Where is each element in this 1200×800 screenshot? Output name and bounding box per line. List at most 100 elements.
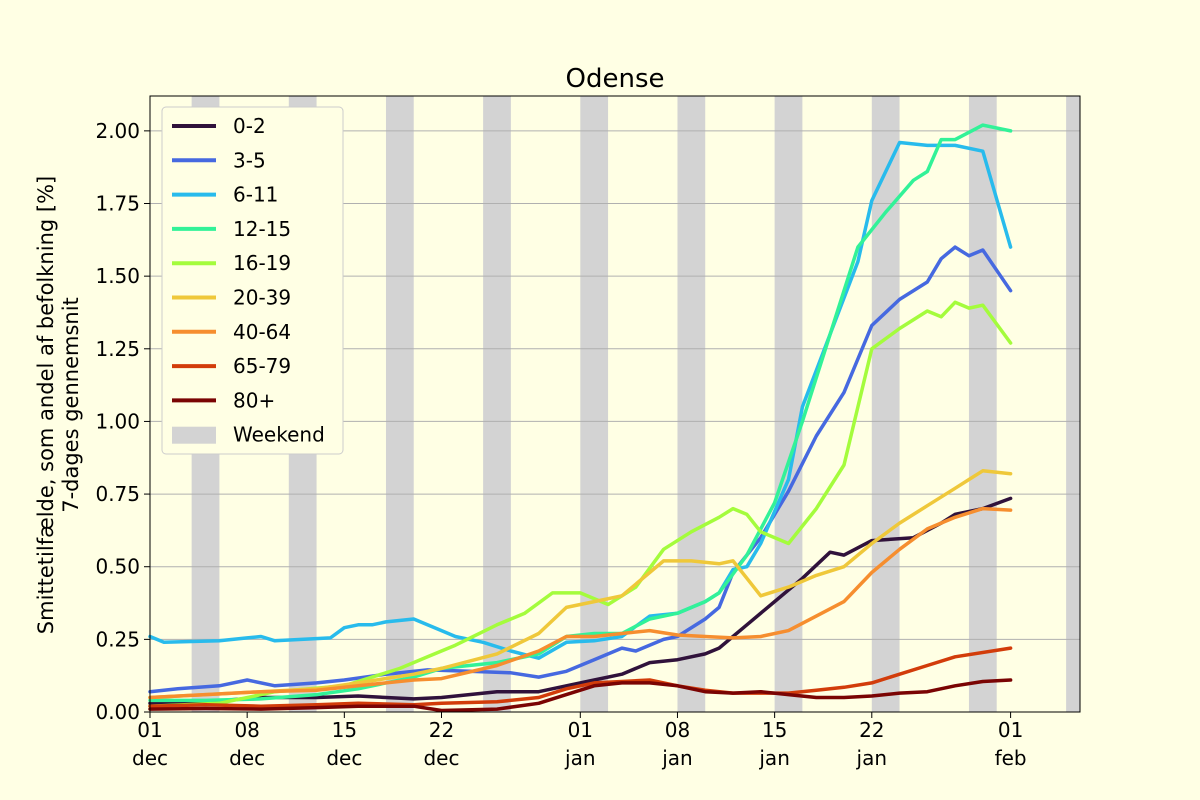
data-point-6-11 [384,620,388,624]
data-point-40-64 [204,693,207,696]
data-point-20-39 [870,542,873,545]
data-point-3-5 [1009,289,1012,292]
data-point-16-19 [717,516,721,519]
data-point-65-79 [259,705,263,708]
data-point-80+ [759,690,762,693]
data-point-6-11 [745,565,749,568]
data-point-20-39 [565,606,568,609]
data-point-65-79 [953,655,957,658]
data-point-16-19 [926,309,929,313]
series-lines [148,123,1013,713]
data-point-0-2 [745,623,749,626]
data-point-20-39 [690,559,693,563]
data-point-40-64 [953,516,957,519]
data-point-16-19 [579,591,582,595]
data-point-16-19 [495,623,499,626]
x-tick-label-day: 08 [234,718,259,742]
data-point-40-64 [315,689,318,692]
data-point-40-64 [981,507,984,510]
data-point-12-15 [495,661,499,664]
data-point-80+ [953,684,957,687]
data-point-16-19 [759,530,762,533]
data-point-40-64 [537,649,540,653]
data-point-16-19 [870,347,873,350]
data-point-40-64 [259,690,263,693]
data-point-16-19 [454,644,457,647]
data-point-0-2 [620,673,624,676]
legend-item-80+: 80+ [172,388,275,412]
weekend-band-7 [774,96,803,712]
data-point-0-2 [593,678,596,682]
data-point-40-64 [495,664,499,667]
data-point-65-79 [648,678,651,682]
data-point-16-19 [745,513,749,516]
data-point-65-79 [815,689,818,692]
legend-label: 3-5 [233,148,266,172]
data-point-12-15 [259,697,263,701]
series-6-11 [148,140,1013,660]
data-point-0-2 [440,696,443,699]
x-tick-label-day: 22 [859,718,884,742]
data-point-12-15 [717,591,721,595]
weekend-band-6 [677,96,706,712]
data-point-65-79 [842,686,846,689]
legend-item-65-79: 65-79 [172,354,291,378]
x-axis: 01 dec 08 dec 15 dec 22 dec 01 jan 08 jan 15 jan 22 jan… [132,712,1027,770]
data-point-0-2 [648,661,651,664]
data-point-20-39 [662,559,665,563]
data-point-16-19 [787,542,790,545]
data-point-3-5 [787,490,790,493]
data-point-16-19 [815,507,818,510]
data-point-80+ [676,684,679,687]
data-point-40-64 [357,684,360,687]
data-point-16-19 [662,548,665,551]
data-point-12-15 [593,632,596,635]
data-point-6-11 [329,636,332,640]
data-point-40-64 [815,614,818,618]
data-point-6-11 [454,635,457,638]
data-point-20-39 [593,600,596,603]
data-point-0-2 [828,551,832,554]
data-point-80+ [981,680,984,683]
data-point-6-11 [537,657,540,660]
data-point-16-19 [606,603,610,606]
data-point-40-64 [759,635,762,638]
legend-label: 12-15 [233,217,291,241]
legend-label: 16-19 [233,251,291,275]
data-point-80+ [870,694,873,698]
data-point-12-15 [704,600,707,603]
data-point-16-19 [981,304,984,307]
data-point-20-39 [717,562,721,565]
data-point-20-39 [620,594,624,597]
weekend-band-4 [483,96,511,712]
data-point-6-11 [759,542,762,545]
data-point-80+ [731,691,735,695]
weekend-band-10 [1066,96,1080,712]
legend-label: 40-64 [233,320,291,344]
data-point-40-64 [731,636,735,640]
data-point-16-19 [953,301,957,304]
data-point-0-2 [1009,497,1012,500]
data-point-20-39 [357,681,360,685]
data-point-3-5 [176,687,179,690]
data-point-12-15 [828,333,832,336]
data-point-40-64 [870,571,873,574]
data-point-20-39 [495,652,499,656]
x-tick-label-month: jan [856,746,888,770]
series-80+ [148,678,1013,713]
data-point-20-39 [967,478,971,481]
data-point-12-15 [801,420,804,423]
y-tick-label: 1.00 [95,409,140,433]
data-point-16-19 [690,530,693,533]
y-tick-label: 1.25 [95,337,140,361]
series-line-80+ [148,678,1013,713]
data-point-80+ [357,705,360,708]
data-point-12-15 [940,138,943,141]
data-point-0-2 [357,694,360,698]
data-point-80+ [315,706,318,709]
data-point-3-5 [717,606,721,609]
x-tick-label-month: dec [132,746,168,770]
legend-item-12-15: 12-15 [172,217,291,241]
data-point-0-2 [842,553,846,557]
data-point-0-2 [801,577,804,580]
